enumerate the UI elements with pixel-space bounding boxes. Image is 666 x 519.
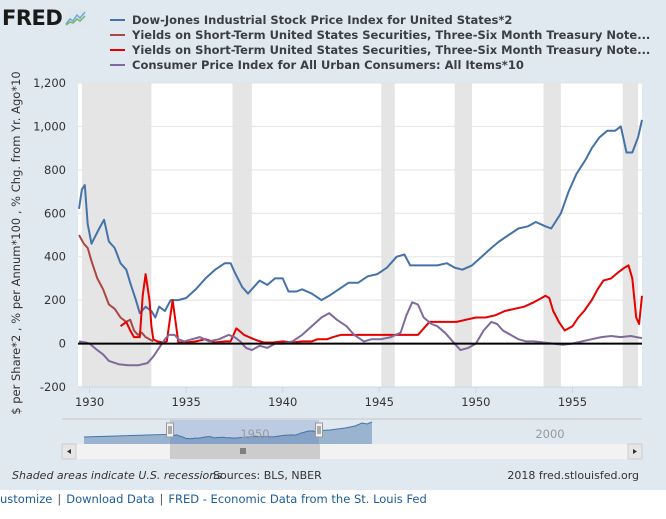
legend-item-cpi[interactable]: Consumer Price Index for All Urban Consu… bbox=[110, 57, 650, 72]
recession-band bbox=[622, 83, 639, 387]
sources-note: Sources: BLS, NBER bbox=[213, 469, 322, 482]
x-tick-label: 1930 bbox=[75, 395, 104, 409]
y-tick-label: 200 bbox=[44, 293, 66, 307]
legend-swatch bbox=[110, 63, 125, 66]
legend-swatch bbox=[110, 33, 125, 36]
chart-line-icon bbox=[65, 9, 88, 27]
arrow-right-icon bbox=[633, 449, 637, 454]
x-tick-label: 1935 bbox=[172, 395, 201, 409]
legend-label: Consumer Price Index for All Urban Consu… bbox=[132, 57, 524, 72]
y-tick-label: 800 bbox=[44, 163, 66, 177]
x-axis: 1930 1935 1940 1945 1950 1955 bbox=[75, 386, 642, 409]
fred-logo[interactable]: FRED bbox=[2, 6, 88, 30]
footer-links: ustomize | Download Data | FRED - Economic D… bbox=[0, 492, 427, 506]
y-tick-label: 1,000 bbox=[33, 119, 66, 133]
y-tick-label: 0 bbox=[59, 337, 66, 351]
download-data-link[interactable]: Download Data bbox=[66, 492, 155, 506]
legend-swatch bbox=[110, 48, 125, 51]
link-separator: | bbox=[159, 492, 164, 506]
legend-label: Yields on Short-Term United States Secur… bbox=[132, 27, 651, 42]
navigator[interactable]: 1950 2000 bbox=[61, 418, 643, 460]
legend-swatch bbox=[110, 18, 125, 21]
y-tick-label: 600 bbox=[44, 206, 66, 220]
y-tick-label: -200 bbox=[40, 380, 66, 394]
recession-band bbox=[543, 83, 561, 387]
copyright-note: 2018 fred.stlouisfed.org bbox=[507, 469, 639, 482]
y-tick-label: 1,200 bbox=[33, 76, 66, 90]
legend-item-dow-jones[interactable]: Dow-Jones Industrial Stock Price Index f… bbox=[110, 12, 650, 27]
handle-box[interactable] bbox=[166, 422, 174, 438]
recession-band bbox=[232, 83, 252, 387]
navigator-left-handle[interactable] bbox=[166, 422, 174, 438]
fred-home-link[interactable]: FRED - Economic Data from the St. Louis … bbox=[168, 492, 427, 506]
x-tick-label: 1950 bbox=[461, 395, 490, 409]
series-line-2[interactable] bbox=[78, 234, 154, 343]
x-tick-label: 1940 bbox=[268, 395, 297, 409]
legend-item-treasury-yield-2[interactable]: Yields on Short-Term United States Secur… bbox=[110, 42, 650, 57]
legend-item-treasury-yield-1[interactable]: Yields on Short-Term United States Secur… bbox=[110, 27, 650, 42]
navigator-right-handle[interactable] bbox=[315, 422, 323, 438]
scroll-right-button[interactable] bbox=[627, 443, 643, 460]
navigator-year-label: 2000 bbox=[535, 427, 564, 441]
recessions-note: Shaded areas indicate U.S. recessions bbox=[12, 469, 222, 482]
series-lines bbox=[78, 119, 643, 367]
arrow-left-icon bbox=[67, 449, 71, 454]
navigator-selection[interactable] bbox=[170, 420, 319, 444]
recession-band bbox=[381, 83, 395, 387]
chart-svg: -200 0 200 400 600 800 1,000 1,200 1930 1935 1940… bbox=[33, 76, 643, 460]
series-line-4[interactable] bbox=[78, 301, 643, 367]
x-tick-label: 1945 bbox=[365, 395, 394, 409]
navigator-year-label: 1950 bbox=[240, 427, 269, 441]
scroll-left-button[interactable] bbox=[61, 443, 77, 460]
recession-band bbox=[454, 83, 473, 387]
navigator-line bbox=[83, 421, 373, 440]
fred-logo-text: FRED bbox=[2, 6, 63, 30]
handle-box[interactable] bbox=[315, 422, 323, 438]
navigator-area bbox=[84, 422, 372, 444]
series-line-3[interactable] bbox=[119, 264, 643, 344]
link-separator: | bbox=[57, 492, 62, 506]
recession-band bbox=[81, 83, 152, 387]
recession-bands bbox=[81, 83, 639, 387]
x-tick-label: 1955 bbox=[558, 395, 587, 409]
scrollbar-track[interactable] bbox=[62, 444, 642, 459]
series-line-1[interactable] bbox=[78, 119, 643, 319]
chart-legend: Dow-Jones Industrial Stock Price Index f… bbox=[110, 12, 650, 72]
y-axis: -200 0 200 400 600 800 1,000 1,200 bbox=[33, 76, 66, 394]
customize-link[interactable]: ustomize bbox=[0, 492, 53, 506]
legend-label: Dow-Jones Industrial Stock Price Index f… bbox=[132, 12, 513, 27]
y-tick-label: 400 bbox=[44, 250, 66, 264]
legend-label: Yields on Short-Term United States Secur… bbox=[132, 42, 651, 57]
